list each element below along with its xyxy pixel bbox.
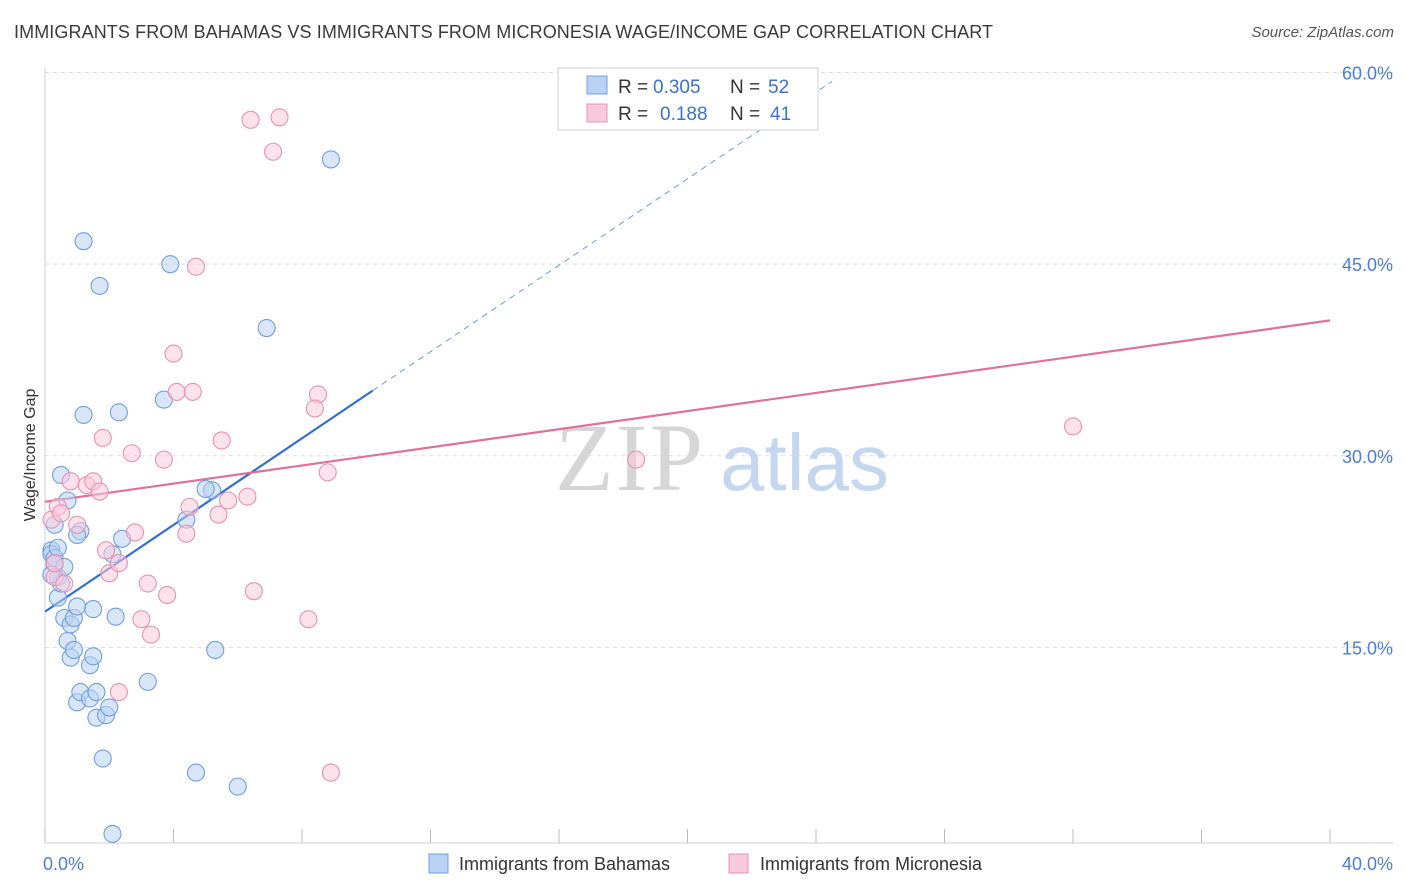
point-micronesia: [122, 444, 141, 463]
point-bahamas: [228, 777, 247, 796]
point-micronesia: [109, 554, 128, 573]
point-micronesia: [141, 625, 161, 644]
trendline-bahamas: [44, 389, 374, 613]
point-bahamas: [106, 607, 125, 626]
y-tick-label: 60.0%: [1342, 64, 1393, 84]
watermark: ZIP atlas: [555, 404, 889, 511]
top-legend: R = 0.305 N = 52 R = 0.188 N = 41: [557, 67, 819, 131]
point-micronesia: [318, 463, 337, 482]
watermark-atlas: atlas: [720, 418, 889, 507]
legend-n-value-bahamas: 52: [768, 77, 789, 98]
x-tick-label: 40.0%: [1342, 854, 1393, 874]
point-micronesia: [180, 497, 199, 516]
point-bahamas: [64, 640, 83, 659]
point-bahamas: [321, 150, 340, 169]
point-micronesia: [109, 683, 128, 702]
point-bahamas: [48, 538, 67, 557]
point-micronesia: [299, 610, 318, 629]
point-micronesia: [321, 763, 340, 782]
point-micronesia: [627, 450, 646, 469]
point-micronesia: [238, 487, 257, 506]
point-micronesia: [68, 515, 87, 534]
point-micronesia: [52, 504, 71, 523]
point-bahamas: [206, 640, 225, 659]
point-bahamas: [84, 647, 103, 666]
point-micronesia: [186, 257, 206, 276]
point-micronesia: [270, 108, 289, 127]
point-bahamas: [103, 824, 122, 843]
axes: 15.0% 30.0% 45.0% 60.0% 0.0% 40.0%: [43, 64, 1393, 874]
point-micronesia: [1063, 417, 1083, 436]
point-micronesia: [264, 142, 283, 161]
legend-r-label-bahamas: R =: [618, 77, 648, 98]
point-bahamas: [196, 479, 215, 499]
point-micronesia: [219, 491, 238, 510]
point-micronesia: [93, 428, 112, 447]
trend-lines: [44, 81, 1331, 613]
source-label: Source: ZipAtlas.com: [1251, 24, 1394, 41]
point-micronesia: [212, 431, 231, 450]
point-micronesia: [305, 399, 324, 418]
point-micronesia: [164, 344, 183, 363]
point-bahamas: [138, 672, 157, 691]
point-micronesia: [209, 505, 228, 524]
point-bahamas: [68, 597, 87, 616]
chart-title: IMMIGRANTS FROM BAHAMAS VS IMMIGRANTS FR…: [14, 22, 994, 42]
point-micronesia: [125, 523, 144, 542]
bottom-legend-label-bahamas: Immigrants from Bahamas: [459, 854, 670, 874]
legend-n-label-micronesia: N =: [730, 104, 760, 125]
bottom-legend-label-micronesia: Immigrants from Micronesia: [760, 854, 983, 874]
point-bahamas: [90, 276, 109, 295]
point-micronesia: [55, 574, 74, 593]
point-micronesia: [177, 524, 196, 543]
y-tick-label: 45.0%: [1342, 255, 1393, 275]
x-tick-label: 0.0%: [43, 854, 84, 874]
point-bahamas: [74, 405, 93, 424]
point-micronesia: [45, 554, 64, 573]
point-micronesia: [241, 110, 260, 129]
point-bahamas: [87, 683, 106, 702]
y-tick-label: 30.0%: [1342, 447, 1393, 467]
gridlines: [45, 72, 1393, 648]
legend-r-value-bahamas: 0.305: [653, 77, 701, 98]
point-bahamas: [100, 698, 119, 717]
point-bahamas: [161, 255, 180, 274]
point-micronesia: [158, 585, 177, 605]
trendline-micronesia: [44, 319, 1331, 503]
point-micronesia: [244, 582, 263, 601]
point-bahamas: [93, 749, 112, 768]
point-bahamas: [74, 232, 93, 251]
legend-swatch-bahamas: [586, 75, 608, 95]
point-micronesia: [154, 450, 173, 469]
trendline-bahamas-extension: [372, 81, 833, 392]
bottom-legend: Immigrants from Bahamas Immigrants from …: [428, 853, 983, 874]
legend-r-label-micronesia: R =: [618, 104, 648, 125]
legend-n-label-bahamas: N =: [730, 77, 760, 98]
y-axis-label: Wage/Income Gap: [22, 389, 39, 522]
bottom-legend-swatch-micronesia: [728, 853, 749, 874]
y-tick-label: 15.0%: [1342, 638, 1393, 658]
point-micronesia: [96, 541, 116, 560]
point-bahamas: [109, 403, 128, 422]
point-bahamas: [257, 318, 276, 338]
point-micronesia: [90, 482, 109, 501]
point-micronesia: [138, 574, 157, 593]
bottom-legend-swatch-bahamas: [428, 853, 449, 874]
legend-n-value-micronesia: 41: [770, 104, 791, 125]
point-bahamas: [186, 763, 206, 782]
legend-r-value-micronesia: 0.188: [660, 104, 708, 125]
point-micronesia: [61, 472, 80, 491]
point-bahamas: [84, 600, 103, 619]
point-micronesia: [183, 382, 202, 401]
point-micronesia: [132, 610, 151, 629]
point-micronesia: [167, 382, 186, 401]
legend-swatch-micronesia: [586, 103, 608, 123]
data-points: [42, 108, 1083, 843]
